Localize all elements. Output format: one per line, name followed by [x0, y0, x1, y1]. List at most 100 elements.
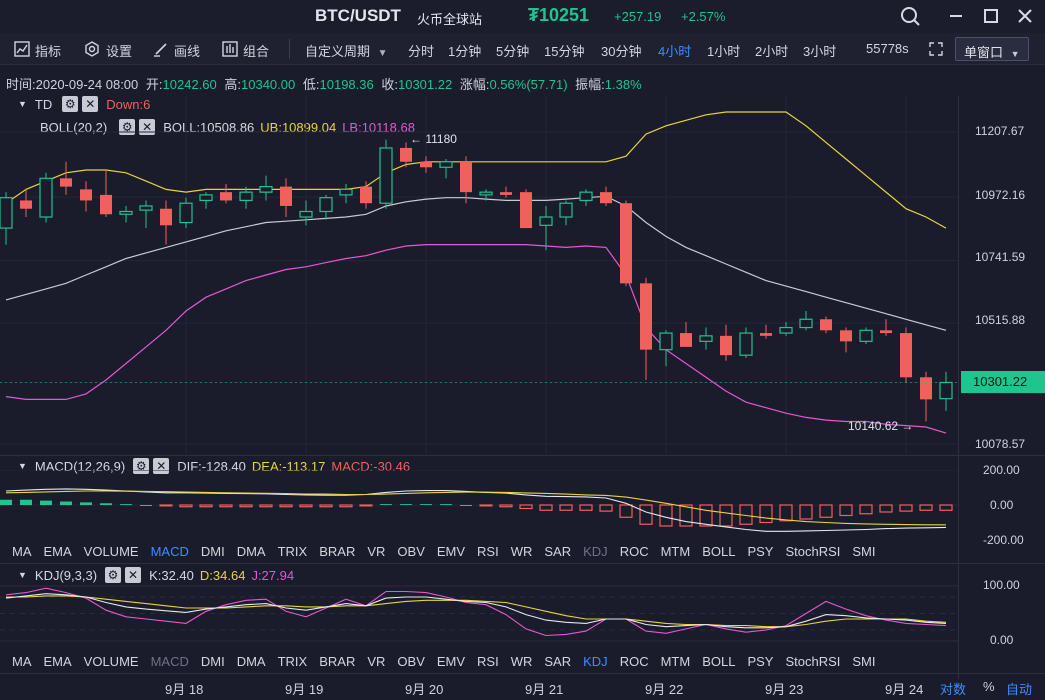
search-icon[interactable]	[898, 5, 922, 27]
caret-down-icon[interactable]: ▼	[18, 570, 27, 580]
kdj-chart[interactable]	[0, 578, 958, 650]
log-scale-button[interactable]: 对数	[940, 682, 967, 697]
indicator-tab-vr[interactable]: VR	[367, 543, 386, 559]
indicator-tab-dma[interactable]: DMA	[236, 543, 266, 559]
indicator-tab-ema[interactable]: EMA	[43, 543, 72, 559]
price-tick: 10972.16	[975, 188, 1026, 202]
candle-body	[799, 318, 813, 329]
close-icon[interactable]: ✕	[139, 119, 156, 135]
gear-icon[interactable]: ⚙	[105, 567, 122, 583]
indicator-tab-mtm[interactable]: MTM	[660, 543, 691, 559]
indicator-tab-psy[interactable]: PSY	[747, 543, 774, 559]
indicator-tab-brar[interactable]: BRAR	[319, 543, 356, 559]
period-5min[interactable]: 5分钟	[496, 44, 530, 59]
indicator-tab-boll[interactable]: BOLL	[702, 653, 736, 669]
indicator-tab-macd[interactable]: MACD	[150, 653, 189, 669]
indicator-tab-ma[interactable]: MA	[12, 653, 32, 669]
indicator-tab-kdj[interactable]: KDJ	[583, 653, 608, 669]
indicator-tab-macd[interactable]: MACD	[150, 543, 189, 559]
auto-scale-button[interactable]: 自动	[1006, 682, 1033, 697]
candle-body	[339, 188, 353, 196]
gear-icon[interactable]: ⚙	[119, 119, 136, 135]
indicator-tab-smi[interactable]: SMI	[852, 543, 876, 559]
close-icon[interactable]: ✕	[125, 567, 142, 583]
layout-dropdown[interactable]: 单窗口 ▼	[955, 37, 1029, 61]
custom-period-dropdown[interactable]: 自定义周期 ▼	[305, 41, 388, 60]
candle-body	[420, 161, 432, 168]
indicator-tab-volume[interactable]: VOLUME	[83, 543, 139, 559]
indicator-tab-vr[interactable]: VR	[367, 653, 386, 669]
indicator-tab-volume[interactable]: VOLUME	[83, 653, 139, 669]
candle-body	[439, 161, 453, 168]
indicator-tab-emv[interactable]: EMV	[436, 653, 466, 669]
candle-body	[559, 202, 573, 218]
indicator-tab-ma[interactable]: MA	[12, 543, 32, 559]
indicator-tab-obv[interactable]: OBV	[397, 543, 425, 559]
indicator-tab-obv[interactable]: OBV	[397, 653, 425, 669]
indicator-tab-wr[interactable]: WR	[510, 543, 533, 559]
indicator-tab-dmi[interactable]: DMI	[200, 543, 225, 559]
candlestick-chart[interactable]	[0, 96, 958, 454]
title-bar: BTC/USDT 火币全球站 ₮10251 +257.19 +2.57%	[0, 0, 1045, 33]
minimize-icon[interactable]	[944, 5, 968, 27]
indicator-tab-ema[interactable]: EMA	[43, 653, 72, 669]
indicator-tab-kdj[interactable]: KDJ	[583, 543, 608, 559]
period-timeshare[interactable]: 分时	[408, 44, 435, 59]
indicator-tab-smi[interactable]: SMI	[852, 653, 876, 669]
x-axis-label: 9月 18	[165, 682, 204, 697]
indicators-button[interactable]: 指标	[35, 44, 62, 59]
draw-button[interactable]: 画线	[174, 44, 201, 59]
indicator-tab-wr[interactable]: WR	[510, 653, 533, 669]
indicator-tab-psy[interactable]: PSY	[747, 653, 774, 669]
percent-scale-button[interactable]: %	[983, 679, 995, 694]
close-icon[interactable]: ✕	[82, 96, 99, 112]
symbol-title[interactable]: BTC/USDT	[315, 6, 401, 25]
combo-button[interactable]: 组合	[243, 44, 270, 59]
period-15min[interactable]: 15分钟	[544, 44, 585, 59]
boll-upper-line	[5, 111, 947, 229]
gear-icon[interactable]: ⚙	[62, 96, 79, 112]
indicator-tab-dmi[interactable]: DMI	[200, 653, 225, 669]
macd-chart[interactable]	[0, 470, 958, 538]
screenshot-icon[interactable]	[928, 41, 944, 57]
settings-button[interactable]: 设置	[106, 44, 133, 59]
indicator-tab-roc[interactable]: ROC	[619, 653, 649, 669]
indicator-tab-roc[interactable]: ROC	[619, 543, 649, 559]
caret-down-icon[interactable]: ▼	[18, 461, 27, 471]
indicator-tab-stochrsi[interactable]: StochRSI	[785, 653, 841, 669]
period-30min[interactable]: 30分钟	[601, 44, 642, 59]
candle-body	[0, 197, 13, 229]
candle-body	[920, 377, 932, 400]
indicator-tab-trix[interactable]: TRIX	[277, 653, 308, 669]
candle-body	[280, 186, 292, 206]
kdj-tick: 0.00	[990, 633, 1014, 647]
caret-down-icon[interactable]: ▼	[18, 99, 27, 109]
macd-bar	[420, 504, 432, 505]
period-2h[interactable]: 2小时	[755, 44, 789, 59]
indicator-tab-dma[interactable]: DMA	[236, 653, 266, 669]
period-1min[interactable]: 1分钟	[448, 44, 482, 59]
period-3h[interactable]: 3小时	[803, 44, 837, 59]
indicator-tab-trix[interactable]: TRIX	[277, 543, 308, 559]
indicator-tab-rsi[interactable]: RSI	[477, 543, 499, 559]
indicator-tab-sar[interactable]: SAR	[544, 653, 572, 669]
indicator-tab-sar[interactable]: SAR	[544, 543, 572, 559]
macd-bar	[919, 504, 933, 511]
caret-down-icon: ▼	[377, 48, 388, 59]
indicator-tab-emv[interactable]: EMV	[436, 543, 466, 559]
macd-bar	[100, 503, 112, 505]
period-4h[interactable]: 4小时	[658, 44, 692, 59]
indicator-tab-stochrsi[interactable]: StochRSI	[785, 543, 841, 559]
close-icon[interactable]	[1013, 5, 1037, 27]
indicator-tab-brar[interactable]: BRAR	[319, 653, 356, 669]
indicator-tab-boll[interactable]: BOLL	[702, 543, 736, 559]
indicator-tab-rsi[interactable]: RSI	[477, 653, 499, 669]
macd-bar	[80, 502, 92, 505]
macd-bar	[699, 504, 713, 527]
macd-dif-line	[5, 488, 947, 532]
period-1h[interactable]: 1小时	[707, 44, 741, 59]
indicator-tab-mtm[interactable]: MTM	[660, 653, 691, 669]
candle-body	[739, 332, 753, 356]
exchange-name: 火币全球站	[417, 12, 483, 27]
maximize-icon[interactable]	[979, 5, 1003, 27]
